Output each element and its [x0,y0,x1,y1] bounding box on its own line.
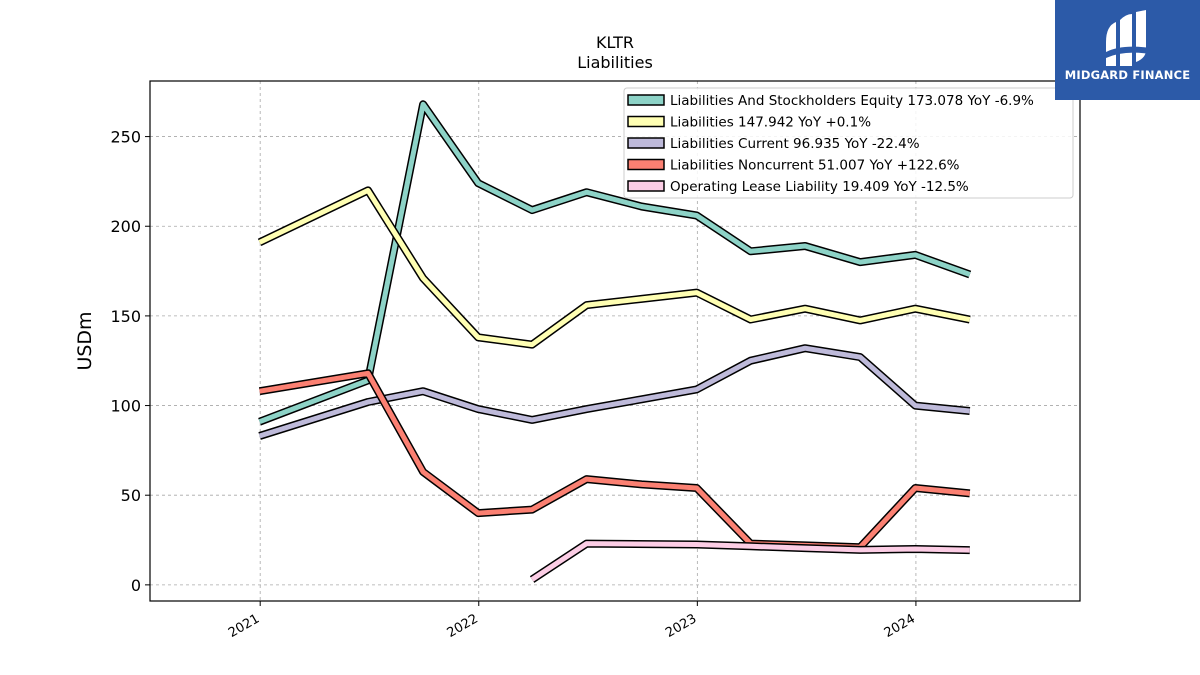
series-liabilities-and-stockholders-equity [258,100,972,426]
brand-name: MIDGARD FINANCE [1064,68,1191,82]
x-tick-label: 2021 [226,611,262,641]
brand-logo: MIDGARD FINANCE [1055,0,1200,100]
midgard-logo-icon [1106,10,1150,66]
x-axis: 2021 2022 2023 2024 [226,601,918,641]
x-tick-label: 2024 [882,611,918,641]
legend-swatch [627,180,665,192]
y-tick-label: 150 [110,307,141,326]
chart-subtitle: Liabilities [577,53,653,72]
x-tick-label: 2023 [663,611,699,641]
legend-label: Liabilities 147.942 YoY +0.1% [670,115,871,131]
legend-label: Liabilities Noncurrent 51.007 YoY +122.6… [670,158,960,174]
y-tick-label: 100 [110,397,141,416]
series-line [258,101,971,425]
legend-swatch [627,94,665,106]
y-axis-label: USDm [74,311,96,370]
series-line [258,187,971,348]
series-liabilities [257,186,971,349]
legend-swatch [627,158,665,171]
y-tick-label: 0 [131,576,141,595]
y-tick-label: 200 [110,217,141,236]
chart-title: KLTR [596,33,634,52]
legend-swatch [627,115,665,128]
legend-label: Liabilities Current 96.935 YoY -22.4% [670,136,920,152]
series-liabilities-current [258,344,971,440]
y-axis: 0 50 100 150 200 250 [110,128,150,595]
legend-item: Operating Lease Liability 19.409 YoY -12… [627,179,969,195]
y-tick-label: 250 [110,128,141,147]
legend-item: Liabilities Current 96.935 YoY -22.4% [627,136,920,152]
series-line [258,345,971,439]
series-lines [257,100,972,583]
legend-swatch [627,137,665,149]
series-operating-lease-liability [529,539,970,583]
plot-frame [149,80,1081,602]
legend-item: Liabilities And Stockholders Equity 173.… [627,93,1034,109]
legend-box [623,87,1074,199]
legend-item: Liabilities Noncurrent 51.007 YoY +122.6… [627,158,960,174]
x-tick-label: 2022 [445,611,481,641]
legend-label: Operating Lease Liability 19.409 YoY -12… [670,179,969,195]
y-tick-label: 50 [121,486,141,505]
legend-item: Liabilities 147.942 YoY +0.1% [627,115,871,131]
series-line [530,541,970,582]
legend-label: Liabilities And Stockholders Equity 173.… [670,93,1034,109]
legend: Liabilities And Stockholders Equity 173.… [623,87,1074,199]
